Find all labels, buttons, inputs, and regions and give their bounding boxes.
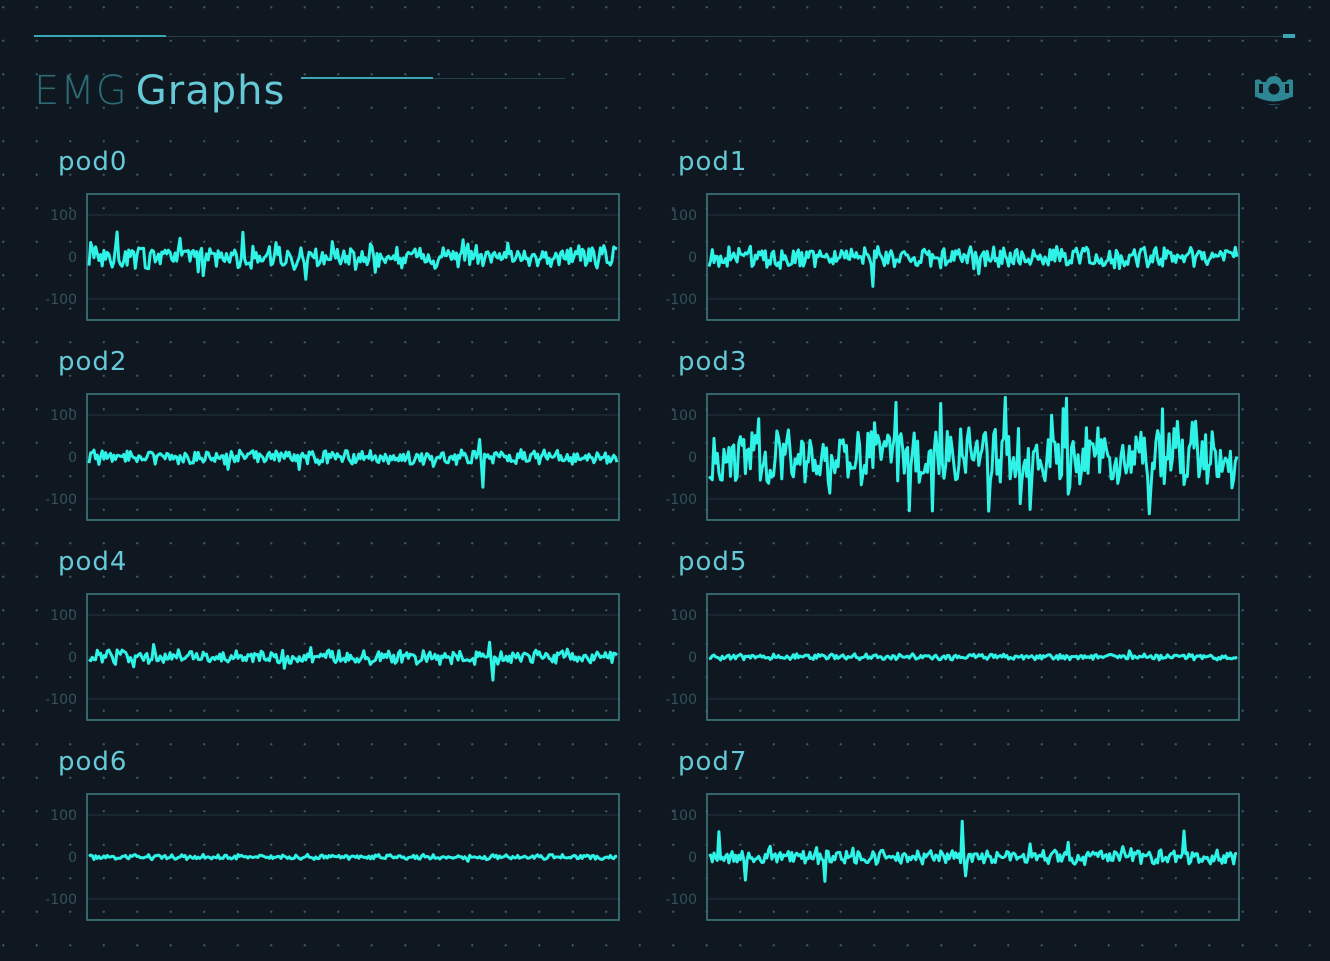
- top-divider-accent: [34, 35, 166, 37]
- y-tick-label: -100: [45, 692, 77, 708]
- myo-armband-icon[interactable]: [1252, 72, 1296, 108]
- top-divider-end-marker: [1283, 34, 1295, 38]
- y-tick-label: -100: [665, 292, 697, 308]
- y-tick-label: 100: [670, 808, 697, 824]
- emg-signal-line: [708, 819, 1238, 883]
- chart-frame: [86, 593, 620, 721]
- y-tick-label: -100: [45, 292, 77, 308]
- y-tick-label: 0: [68, 650, 77, 666]
- chart-frame: [706, 193, 1240, 321]
- chart-frame: [706, 793, 1240, 921]
- y-tick-label: 0: [688, 850, 697, 866]
- emg-chart: 100 0 -100: [45, 593, 620, 721]
- emg-pod-panel-5: pod5 100 0 -100: [654, 546, 1254, 736]
- emg-signal-line: [88, 852, 618, 863]
- pod-label: pod4: [58, 547, 128, 577]
- title-rule-accent: [301, 77, 433, 79]
- y-tick-label: 0: [688, 450, 697, 466]
- emg-signal-line: [88, 640, 619, 682]
- y-tick-label: -100: [45, 892, 77, 908]
- page-title: EMG Graphs: [34, 66, 285, 116]
- emg-chart: 100 0 -100: [45, 193, 620, 321]
- y-tick-label: 100: [50, 808, 77, 824]
- y-tick-label: -100: [45, 492, 77, 508]
- emg-pod-panel-3: pod3 100 0 -100: [654, 346, 1254, 536]
- emg-signal-line: [707, 244, 1239, 288]
- pod-label: pod0: [58, 147, 128, 177]
- top-divider: [34, 36, 1296, 37]
- page-title-emg: EMG: [34, 68, 128, 114]
- chart-frame: [86, 793, 620, 921]
- pod-label: pod6: [58, 747, 128, 777]
- chart-frame: [706, 393, 1240, 521]
- pod-label: pod7: [678, 747, 748, 777]
- y-tick-label: 100: [50, 608, 77, 624]
- chart-frame: [706, 593, 1240, 721]
- pod-label: pod3: [678, 347, 748, 377]
- y-tick-label: 0: [68, 250, 77, 266]
- emg-pod-panel-1: pod1 100 0 -100: [654, 146, 1254, 336]
- title-rule: [301, 78, 565, 79]
- y-tick-label: 100: [670, 208, 697, 224]
- chart-frame: [86, 393, 620, 521]
- emg-chart: 100 0 -100: [665, 393, 1240, 521]
- y-tick-label: 0: [68, 450, 77, 466]
- pod-label: pod5: [678, 547, 748, 577]
- y-tick-label: -100: [665, 692, 697, 708]
- chart-frame: [86, 193, 620, 321]
- emg-signal-line: [708, 395, 1239, 516]
- y-tick-label: 100: [670, 608, 697, 624]
- y-tick-label: 0: [688, 250, 697, 266]
- y-tick-label: -100: [665, 492, 697, 508]
- emg-chart: 100 0 -100: [45, 793, 620, 921]
- y-tick-label: 0: [68, 850, 77, 866]
- emg-signal-line: [87, 437, 619, 489]
- emg-pod-panel-2: pod2 100 0 -100: [34, 346, 634, 536]
- emg-chart: 100 0 -100: [665, 793, 1240, 921]
- emg-signal-line: [708, 649, 1238, 662]
- page-title-graphs: Graphs: [135, 68, 286, 114]
- emg-pod-panel-4: pod4 100 0 -100: [34, 546, 634, 736]
- y-tick-label: 0: [688, 650, 697, 666]
- y-tick-label: 100: [50, 208, 77, 224]
- emg-chart: 100 0 -100: [665, 593, 1240, 721]
- pod-label: pod1: [678, 147, 748, 177]
- y-tick-label: -100: [665, 892, 697, 908]
- emg-pod-panel-6: pod6 100 0 -100: [34, 746, 634, 936]
- emg-pod-panel-7: pod7 100 0 -100: [654, 746, 1254, 936]
- y-tick-label: 100: [670, 408, 697, 424]
- emg-chart: 100 0 -100: [665, 193, 1240, 321]
- pod-label: pod2: [58, 347, 128, 377]
- emg-pod-panel-0: pod0 100 0 -100: [34, 146, 634, 336]
- emg-signal-line: [87, 230, 618, 281]
- emg-chart: 100 0 -100: [45, 393, 620, 521]
- y-tick-label: 100: [50, 408, 77, 424]
